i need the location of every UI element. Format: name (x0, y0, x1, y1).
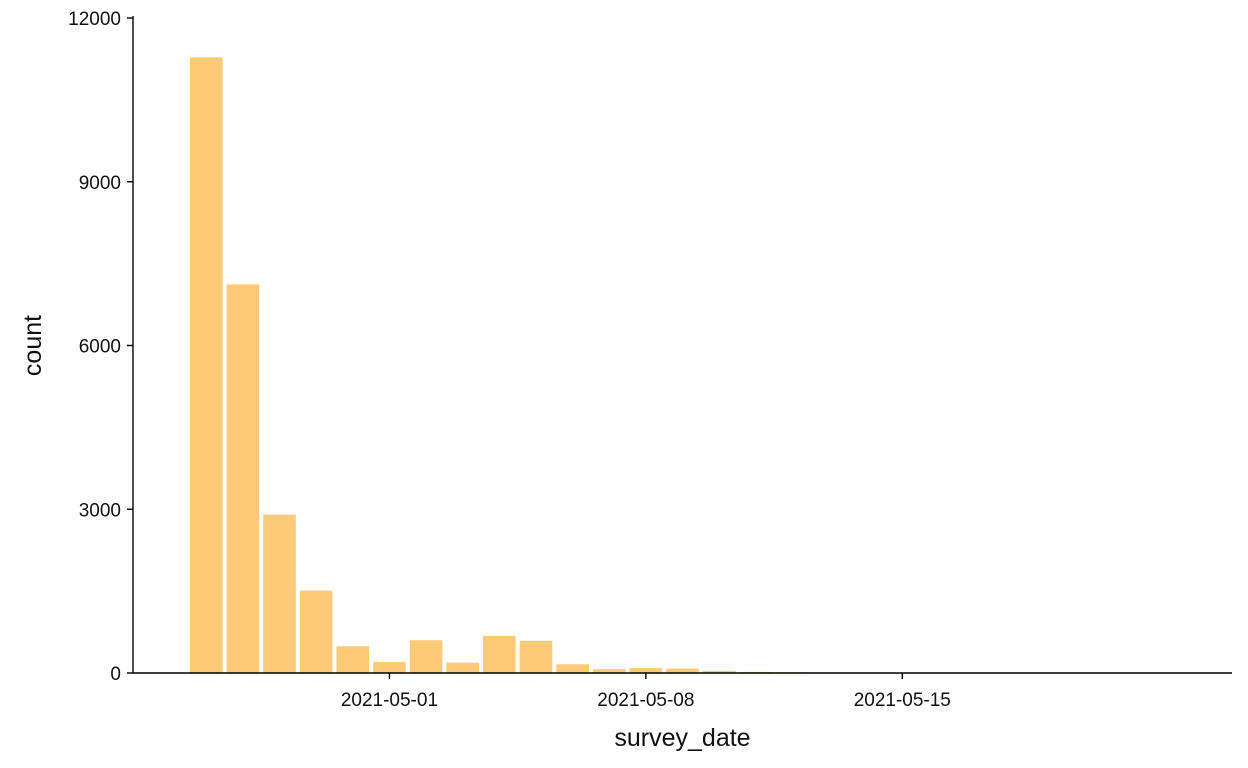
y-tick-label: 6000 (79, 337, 121, 358)
y-axis-ticks: 0 3000 6000 9000 12000 (68, 9, 133, 685)
bar-2021-04-27 (226, 284, 260, 673)
x-axis-title: survey_date (614, 724, 750, 752)
x-tick-label: 2021-05-15 (854, 690, 951, 711)
y-tick-label: 0 (110, 664, 121, 685)
bar-2021-05-04 (483, 635, 516, 673)
bar-2021-05-07 (592, 669, 626, 673)
y-axis-title: count (19, 315, 47, 376)
bar-2021-05-02 (409, 640, 443, 673)
y-tick-label: 9000 (79, 173, 121, 194)
y-tick-label: 12000 (68, 9, 121, 30)
y-tick-label: 3000 (79, 500, 121, 521)
x-tick-label: 2021-05-08 (597, 690, 694, 711)
bar-2021-05-05 (519, 640, 553, 673)
x-axis-ticks: 2021-05-01 2021-05-08 2021-05-15 (341, 673, 951, 711)
bar-2021-05-10 (702, 670, 736, 673)
bar-2021-04-29 (299, 590, 333, 673)
bar-2021-05-01 (373, 662, 406, 673)
bars-group (189, 57, 1212, 674)
x-tick-label: 2021-05-01 (341, 690, 438, 711)
bar-2021-05-03 (446, 662, 480, 673)
bar-2021-05-09 (666, 668, 699, 673)
bar-2021-04-28 (263, 514, 296, 673)
bar-2021-05-08 (629, 668, 663, 673)
bar-2021-04-30 (336, 646, 370, 673)
bar-2021-05-06 (556, 664, 589, 673)
bar-2021-04-26 (189, 57, 223, 674)
